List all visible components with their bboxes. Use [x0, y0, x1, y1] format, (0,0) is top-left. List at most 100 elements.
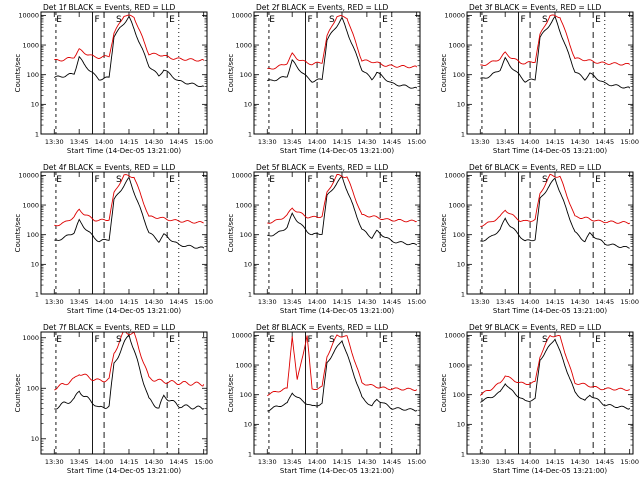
time-marker-label: F — [520, 15, 525, 25]
time-marker-label: E — [595, 335, 601, 345]
y-axis-label: Counts/sec — [440, 214, 448, 253]
series-line-lld — [54, 174, 204, 227]
series-line-lld — [54, 14, 205, 62]
time-marker-label: E — [56, 335, 62, 345]
x-tick-label: 14:45 — [382, 138, 401, 146]
x-tick-label: 14:30 — [358, 138, 377, 146]
y-tick-label: 1 — [35, 290, 39, 298]
time-marker-label: F — [307, 335, 312, 345]
time-marker-label: S — [542, 175, 548, 185]
x-tick-label: 14:30 — [571, 138, 590, 146]
series-line-lld — [267, 334, 418, 397]
x-tick-label: 13:45 — [496, 298, 515, 306]
time-marker-label: E — [482, 335, 488, 345]
x-tick-label: 13:30 — [258, 298, 277, 306]
x-tick-label: 15:00 — [620, 298, 639, 306]
x-tick-label: 15:00 — [407, 138, 426, 146]
x-tick-label: 14:30 — [145, 138, 164, 146]
y-tick-label: 10 — [31, 261, 39, 269]
chart-panel-8: Det 8f BLACK = Events, RED = LLD 1 10 100 10… — [227, 323, 426, 475]
series-line-lld — [480, 14, 630, 66]
chart-panel-3: Det 3f BLACK = Events, RED = LLD 1 10 100 10… — [440, 3, 639, 155]
x-tick-label: 14:45 — [595, 138, 614, 146]
chart-panel-9: Det 9f BLACK = Events, RED = LLD 1 10 100 10… — [440, 323, 639, 475]
time-marker-label: F — [94, 175, 99, 185]
time-marker-label: E — [482, 15, 488, 25]
y-tick-label: 10000 — [444, 332, 465, 340]
x-tick-label: 13:30 — [45, 458, 64, 466]
series-line-lld — [267, 174, 417, 224]
series-line-events — [267, 339, 418, 412]
y-tick-label: 1 — [248, 130, 252, 138]
y-tick-label: 10000 — [18, 172, 39, 180]
time-marker-label: S — [329, 335, 335, 345]
x-tick-label: 14:30 — [358, 298, 377, 306]
x-tick-label: 13:30 — [471, 458, 490, 466]
plot-frame — [466, 331, 634, 455]
series-line-events — [480, 338, 631, 410]
y-tick-label: 1 — [248, 290, 252, 298]
x-tick-label: 13:45 — [496, 458, 515, 466]
y-tick-label: 1 — [461, 450, 465, 458]
y-tick-label: 100 — [453, 71, 465, 79]
x-tick-label: 13:30 — [45, 298, 64, 306]
x-axis-label: Start Time (14-Dec-05 13:21:00) — [280, 467, 394, 475]
x-tick-label: 14:15 — [120, 138, 139, 146]
chart-title: Det 8f BLACK = Events, RED = LLD — [256, 323, 389, 332]
y-tick-label: 10000 — [231, 12, 252, 20]
chart-title: Det 4f BLACK = Events, RED = LLD — [43, 163, 176, 172]
time-marker-label: S — [116, 15, 122, 25]
chart-title: Det 5f BLACK = Events, RED = LLD — [256, 163, 389, 172]
y-axis-label: Counts/sec — [227, 374, 235, 413]
series-line-events — [54, 333, 205, 410]
x-tick-label: 13:30 — [258, 138, 277, 146]
y-tick-label: 10 — [244, 261, 252, 269]
x-tick-label: 14:30 — [358, 458, 377, 466]
y-tick-label: 100 — [453, 391, 465, 399]
y-tick-label: 1000 — [448, 361, 465, 369]
y-tick-label: 10000 — [18, 12, 39, 20]
x-tick-label: 14:15 — [333, 298, 352, 306]
x-tick-label: 14:00 — [95, 138, 114, 146]
series-line-lld — [480, 173, 631, 227]
y-axis-label: Counts/sec — [14, 54, 22, 93]
x-tick-label: 15:00 — [620, 458, 639, 466]
y-axis-label: Counts/sec — [440, 54, 448, 93]
time-marker-label: E — [169, 335, 175, 345]
y-tick-label: 10 — [31, 101, 39, 109]
plot-frame — [253, 331, 421, 455]
y-tick-label: 10000 — [444, 172, 465, 180]
y-tick-label: 1 — [248, 450, 252, 458]
plot-frame — [253, 171, 421, 295]
time-marker-label: F — [94, 15, 99, 25]
y-tick-label: 10 — [457, 101, 465, 109]
x-tick-label: 15:00 — [407, 458, 426, 466]
y-tick-label: 100 — [240, 71, 252, 79]
x-tick-label: 13:45 — [283, 138, 302, 146]
time-marker-label: E — [269, 335, 275, 345]
x-tick-label: 13:30 — [258, 458, 277, 466]
chart-panel-5: Det 5f BLACK = Events, RED = LLD 1 10 100 10… — [227, 163, 426, 315]
time-marker-label: E — [169, 15, 175, 25]
time-marker-label: F — [94, 335, 99, 345]
time-marker-label: F — [307, 175, 312, 185]
y-tick-label: 10000 — [231, 332, 252, 340]
series-line-lld — [267, 15, 418, 70]
time-marker-label: E — [56, 175, 62, 185]
time-marker-label: E — [382, 335, 388, 345]
x-tick-label: 14:30 — [145, 298, 164, 306]
series-line-events — [54, 15, 204, 88]
time-marker-label: F — [520, 335, 525, 345]
chart-panel-1: Det 1f BLACK = Events, RED = LLD 1 10 100 10… — [14, 3, 213, 155]
time-marker-label: E — [595, 175, 601, 185]
plot-frame — [40, 331, 208, 455]
y-tick-label: 1000 — [235, 201, 252, 209]
x-tick-label: 13:30 — [45, 138, 64, 146]
plot-frame — [466, 171, 634, 295]
x-tick-label: 14:00 — [521, 138, 540, 146]
x-tick-label: 14:00 — [95, 298, 114, 306]
y-axis-label: Counts/sec — [227, 214, 235, 253]
y-tick-label: 100 — [27, 71, 39, 79]
y-tick-label: 10 — [457, 261, 465, 269]
y-tick-label: 100 — [27, 385, 39, 393]
